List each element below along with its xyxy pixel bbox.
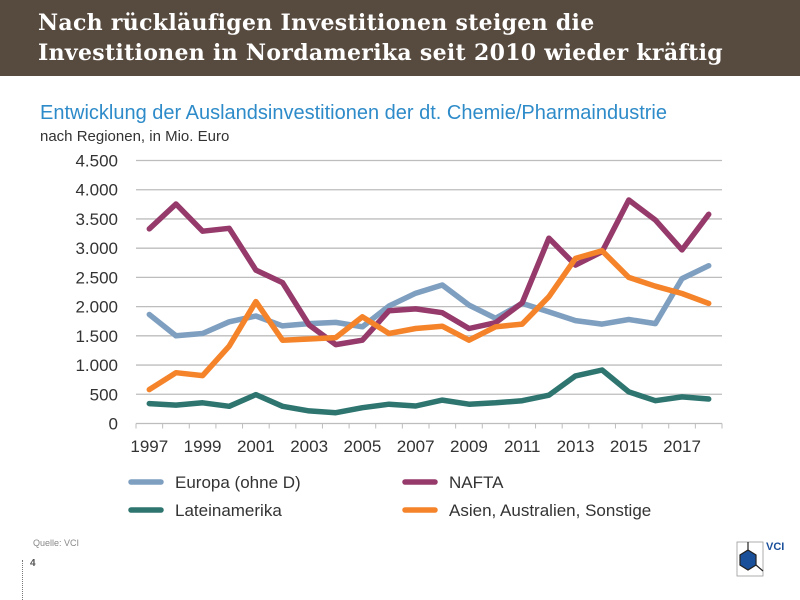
x-tick-label: 1999 (184, 437, 222, 456)
series-line-nafta (146, 197, 712, 348)
x-tick-label: 2001 (237, 437, 275, 456)
divider (22, 560, 23, 600)
series-line-asien-australien-sonstige (146, 248, 712, 393)
y-tick-label: 0 (109, 415, 118, 434)
legend-label: NAFTA (449, 473, 504, 492)
slide-title-line1: Nach rückläufigen Investitionen steigen … (38, 10, 595, 36)
x-tick-label: 2017 (663, 437, 701, 456)
x-tick-label: 2009 (450, 437, 488, 456)
x-tick-label: 1997 (130, 437, 168, 456)
x-tick-label: 2011 (504, 437, 541, 456)
legend-label: Europa (ohne D) (175, 473, 301, 492)
y-tick-label: 2.500 (75, 268, 118, 287)
legend-label: Asien, Australien, Sonstige (449, 501, 651, 520)
vci-logo-icon (736, 541, 764, 577)
y-tick-label: 3.500 (75, 210, 118, 229)
logo-text: VCI (766, 541, 785, 553)
chart-subtitle: nach Regionen, in Mio. Euro (40, 128, 230, 145)
x-tick-label: 2007 (397, 437, 435, 456)
x-tick-label: 2003 (290, 437, 328, 456)
y-tick-label: 2.000 (75, 298, 118, 317)
page-number: 4 (30, 558, 36, 569)
x-tick-label: 2005 (343, 437, 381, 456)
y-tick-label: 3.000 (75, 239, 118, 258)
slide-title: Nach rückläufigen Investitionen steigen … (38, 8, 723, 68)
slide-title-line2: Investitionen in Nordamerika seit 2010 w… (38, 40, 723, 66)
source-note: Quelle: VCI (33, 538, 80, 548)
x-tick-label: 2015 (610, 437, 648, 456)
y-tick-label: 1.000 (75, 356, 118, 375)
y-tick-label: 4.000 (75, 181, 118, 200)
chart-title: Entwicklung der Auslandsinvestitionen de… (40, 102, 668, 124)
legend-label: Lateinamerika (175, 501, 282, 520)
x-tick-label: 2013 (557, 437, 595, 456)
y-tick-label: 4.500 (75, 152, 118, 171)
y-tick-label: 500 (90, 385, 118, 404)
header-bar: Nach rückläufigen Investitionen steigen … (0, 0, 800, 76)
y-tick-label: 1.500 (75, 327, 118, 346)
series-line-lateinamerika (146, 367, 712, 416)
